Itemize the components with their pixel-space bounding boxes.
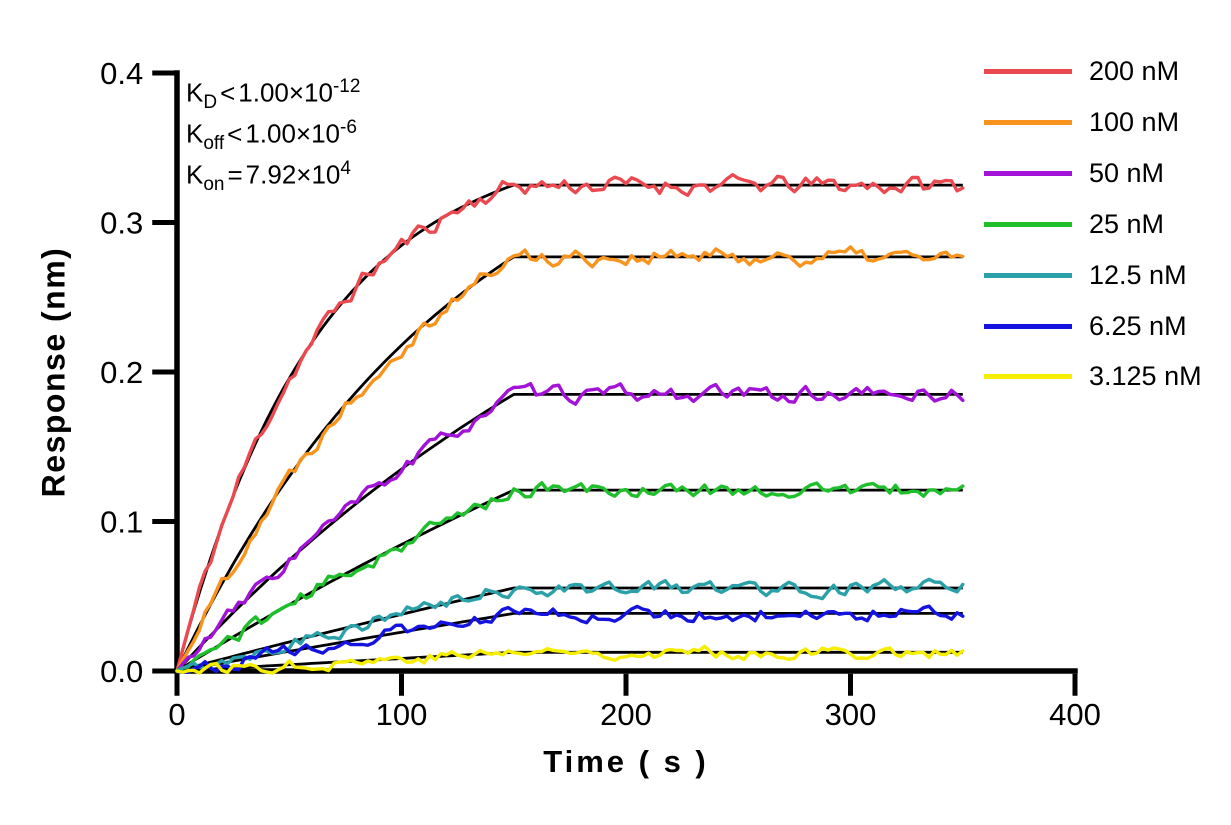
fit-line — [175, 393, 963, 672]
y-tick-label: 0.0 — [100, 654, 143, 689]
legend-item: 12.5 nM — [984, 259, 1187, 291]
x-tick-label: 100 — [376, 697, 428, 732]
y-tick-label: 0.1 — [100, 505, 143, 540]
legend-label: 200 nM — [1089, 56, 1180, 86]
legend: 200 nM 100 nM 50 nM 25 nM 12.5 nM 6.25 nM 3.12… — [984, 0, 1224, 420]
fit-line — [175, 255, 963, 672]
legend-label: 50 nM — [1089, 157, 1165, 188]
legend-label: 12.5 nM — [1089, 259, 1187, 290]
y-tick-label: 0.3 — [100, 206, 143, 241]
kd-annotation: KD <1.00×10-12 — [186, 76, 361, 113]
legend-color-line — [984, 323, 1072, 329]
fit-line — [176, 488, 963, 673]
y-tick-label: 0.4 — [100, 56, 143, 91]
legend-color-line — [984, 272, 1072, 278]
sensorgram-trace — [175, 173, 965, 673]
legend-color-line — [984, 69, 1072, 74]
legend-color-line — [984, 170, 1072, 176]
y-tick-label: 0.2 — [100, 355, 143, 390]
sensorgram-traces-group — [175, 173, 965, 675]
kon-annotation: Kon = 7.92×104 — [186, 158, 351, 195]
sensorgram-trace — [175, 604, 965, 674]
legend-color-line — [984, 374, 1072, 380]
x-tick-label: 400 — [1049, 697, 1101, 732]
legend-label: 100 nM — [1089, 106, 1180, 137]
x-tick-label: 200 — [600, 697, 652, 732]
koff-annotation: Koff <1.00×10-6 — [186, 117, 357, 154]
sensorgram-trace — [175, 245, 965, 673]
legend-label: 25 nM — [1089, 208, 1165, 239]
y-axis-title: Response (nm) — [35, 246, 72, 498]
legend-label: 6.25 nM — [1089, 310, 1187, 341]
legend-color-line — [984, 221, 1072, 227]
sensorgram-trace — [175, 382, 965, 673]
legend-item: 3.125 nM — [984, 361, 1202, 393]
legend-item: 25 nM — [984, 208, 1164, 240]
legend-item: 6.25 nM — [984, 310, 1187, 342]
sensorgram-trace — [175, 644, 965, 675]
legend-item: 100 nM — [984, 106, 1179, 138]
x-tick-label: 300 — [825, 697, 877, 732]
sensorgram-trace — [175, 481, 965, 673]
x-tick-label: 0 — [168, 697, 185, 732]
legend-label: 3.125 nM — [1089, 361, 1202, 392]
kinetics-annotations: KD <1.00×10-12 Koff <1.00×10-6 Kon = 7.92×10… — [186, 66, 361, 195]
legend-item: 200 nM — [984, 56, 1179, 88]
sensorgram-trace — [175, 577, 965, 673]
x-axis-title: Time ( s ) — [543, 744, 709, 779]
legend-color-line — [984, 119, 1072, 125]
legend-item: 50 nM — [984, 157, 1164, 189]
